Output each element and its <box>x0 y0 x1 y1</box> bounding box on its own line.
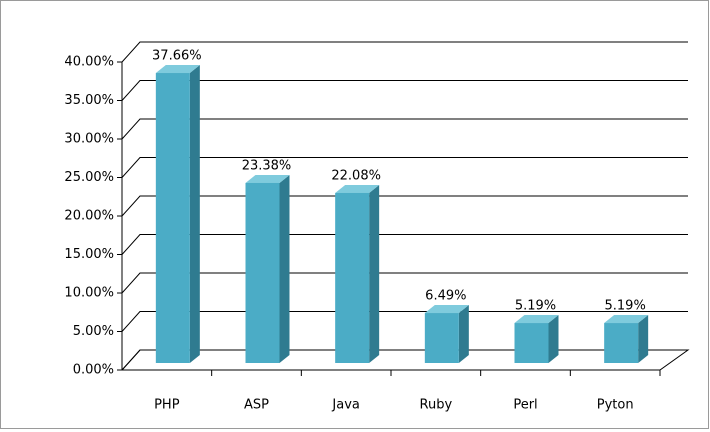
y-tick-label: 20.00% <box>64 209 114 224</box>
bar-side <box>548 315 559 363</box>
grid-line <box>121 157 688 178</box>
grid-line <box>121 234 688 255</box>
y-tick-label: 25.00% <box>64 170 114 185</box>
bar-top <box>245 174 290 183</box>
bar <box>604 323 639 363</box>
x-tick-label: ASP <box>244 398 269 413</box>
bar-top <box>604 315 649 324</box>
x-tick-label: PHP <box>154 398 180 413</box>
bar-top <box>335 184 380 193</box>
x-tick-label: Pyton <box>597 398 634 413</box>
bar-top <box>155 65 200 74</box>
x-tick-label: Perl <box>513 398 537 413</box>
y-tick-label: 35.00% <box>64 93 114 108</box>
bar <box>155 73 190 363</box>
grid-line <box>121 195 688 217</box>
bar-top <box>514 315 559 324</box>
bar-side <box>279 174 290 363</box>
value-label: 22.08% <box>331 168 381 183</box>
bar-side <box>458 305 469 363</box>
floor <box>120 349 690 371</box>
grid-line <box>121 272 688 294</box>
bar-side <box>638 315 649 363</box>
bar <box>245 182 280 363</box>
grid-line <box>121 41 688 63</box>
x-tick-label: Java <box>331 398 359 413</box>
value-label: 37.66% <box>152 49 202 64</box>
y-tick-label: 15.00% <box>64 247 114 262</box>
grid-line <box>121 311 688 332</box>
bar-side <box>369 184 380 363</box>
bar-top <box>424 305 469 314</box>
y-tick-label: 40.00% <box>64 55 114 70</box>
bar <box>424 313 459 363</box>
value-label: 23.38% <box>242 158 292 173</box>
y-tick-label: 5.00% <box>73 324 114 339</box>
bar <box>335 192 370 363</box>
y-tick-label: 10.00% <box>64 286 114 301</box>
grid-line <box>121 80 688 101</box>
grid-line <box>121 118 688 140</box>
grid-line <box>121 349 688 371</box>
value-label: 5.19% <box>515 299 556 314</box>
x-tick-label: Ruby <box>420 398 453 413</box>
value-label: 6.49% <box>425 289 466 304</box>
bar <box>514 323 549 363</box>
value-label: 5.19% <box>605 299 646 314</box>
y-tick-label: 0.00% <box>73 363 114 378</box>
bar-side <box>189 65 200 363</box>
y-tick-label: 30.00% <box>64 132 114 147</box>
